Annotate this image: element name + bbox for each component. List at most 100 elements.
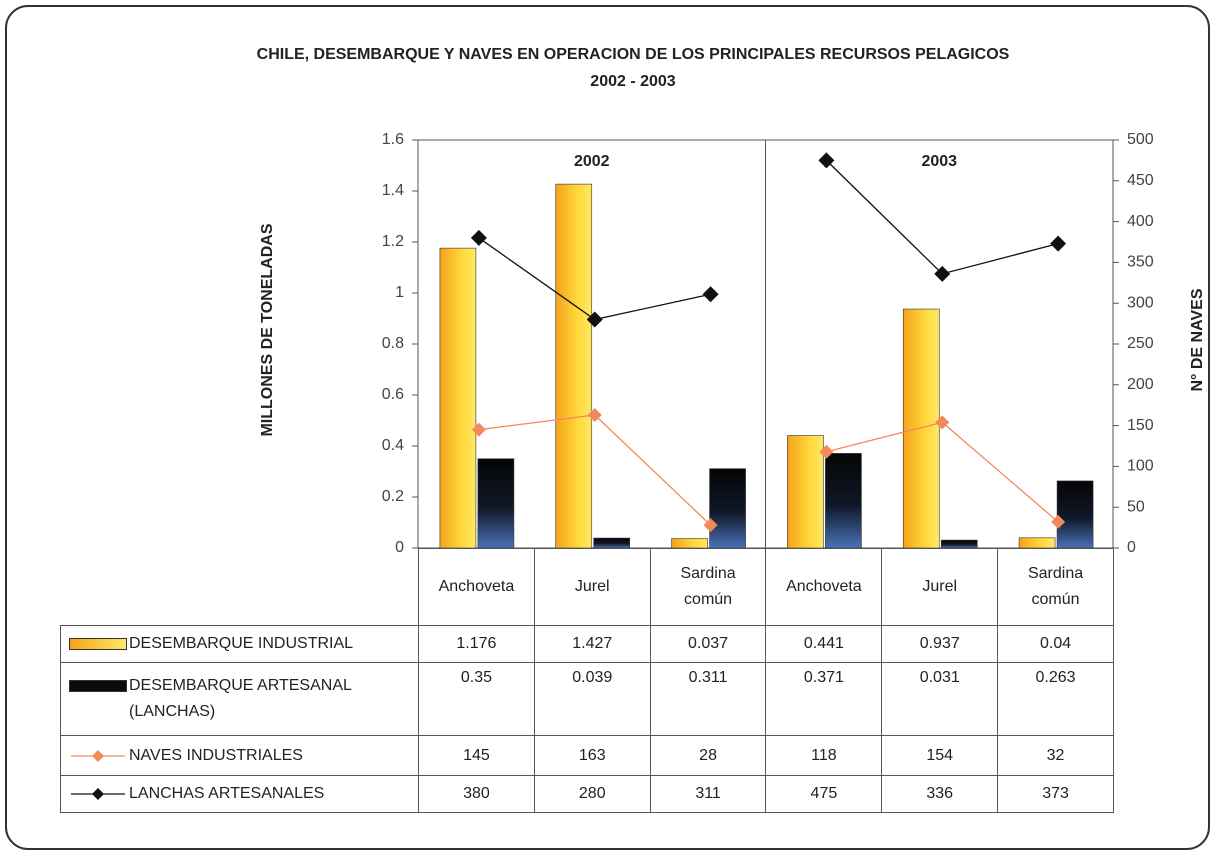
table-cell: 0.371 <box>765 662 883 736</box>
table-cell: 0.039 <box>533 662 651 736</box>
marker <box>818 152 835 169</box>
row-label: DESEMBARQUE INDUSTRIAL <box>60 625 419 663</box>
y2-tick-label: 300 <box>1127 294 1154 311</box>
legend-label: NAVES INDUSTRIALES <box>129 746 303 764</box>
legend-swatch <box>69 743 127 769</box>
marker <box>471 422 486 437</box>
bar <box>902 308 940 549</box>
y-tick-label: 1.2 <box>382 233 404 250</box>
legend-entry: LANCHAS ARTESANALES <box>69 781 418 807</box>
legend-entry: DESEMBARQUE INDUSTRIAL <box>69 631 418 657</box>
x-tick-label: Anchoveta <box>418 548 535 626</box>
table-cell: 0.35 <box>418 662 535 736</box>
data-table: Anchoveta Jurel Sardina común Anchoveta Jure… <box>60 548 1114 813</box>
line <box>825 159 1059 275</box>
y-axis-title: MILLONES DE TONELADAS <box>259 223 276 436</box>
y2-tick-label: 150 <box>1127 417 1154 434</box>
legend-swatch <box>69 781 127 807</box>
table-cell: 0.441 <box>765 625 883 663</box>
legend-label: LANCHAS ARTESANALES <box>129 785 325 802</box>
table-cell: 0.04 <box>997 625 1114 663</box>
table-cell: 0.937 <box>881 625 999 663</box>
legend-line <box>71 788 125 800</box>
table-cell: 0.263 <box>997 662 1114 736</box>
y-tick-label: 0 <box>395 539 404 556</box>
x-tick-label: Anchoveta <box>765 548 883 626</box>
y-tick-label: 1.4 <box>382 182 404 199</box>
marker <box>702 286 719 303</box>
y2-tick-label: 500 <box>1127 131 1154 148</box>
table-cell: 475 <box>765 775 883 813</box>
legend-label: DESEMBARQUE INDUSTRIAL <box>129 635 354 652</box>
y-tick-label: 1 <box>395 284 404 301</box>
bar <box>671 538 708 549</box>
table-row: DESEMBARQUE ARTESANAL (LANCHAS) 0.35 0.039… <box>60 662 1114 736</box>
y2-tick-label: 400 <box>1127 213 1154 230</box>
marker <box>819 444 834 459</box>
table-row: LANCHAS ARTESANALES 380 280 311 475 336 373 <box>60 775 1114 813</box>
marker <box>470 229 487 246</box>
bar <box>787 435 824 549</box>
table-cell: 118 <box>765 735 883 776</box>
chart-title: CHILE, DESEMBARQUE Y NAVES EN OPERACION … <box>257 46 1010 63</box>
marker <box>703 518 718 533</box>
table-cell: 280 <box>533 775 651 813</box>
marker <box>1050 235 1067 252</box>
table-cell: 0.311 <box>649 662 767 736</box>
bar <box>709 468 746 549</box>
table-cell: 1.176 <box>418 625 535 663</box>
marker <box>934 265 951 282</box>
marker <box>587 407 602 422</box>
x-tick-label: Jurel <box>881 548 999 626</box>
y2-tick-label: 350 <box>1127 254 1154 271</box>
corner <box>61 549 419 626</box>
table-row: NAVES INDUSTRIALES 145 163 28 118 154 32 <box>60 735 1114 776</box>
legend-swatch <box>69 631 127 657</box>
table-cell: 154 <box>881 735 999 776</box>
bar <box>1056 480 1094 549</box>
legend-line <box>71 749 125 762</box>
table-cell: 373 <box>997 775 1114 813</box>
y-tick-label: 0.4 <box>382 437 404 454</box>
bar <box>477 458 515 549</box>
legend-swatch <box>69 673 127 699</box>
legend-label: DESEMBARQUE ARTESANAL (LANCHAS) <box>129 677 352 720</box>
legend-entry: NAVES INDUSTRIALES <box>69 743 418 769</box>
row-label: LANCHAS ARTESANALES <box>60 775 419 813</box>
y2-tick-label: 100 <box>1127 458 1154 475</box>
y-tick-label: 0.2 <box>382 488 404 505</box>
bar <box>825 453 862 549</box>
bar <box>940 539 978 549</box>
legend-entry: DESEMBARQUE ARTESANAL (LANCHAS) <box>69 673 418 725</box>
table-cell: 1.427 <box>533 625 651 663</box>
table-cell: 380 <box>418 775 535 813</box>
table-cell: 336 <box>881 775 999 813</box>
y-tick-label: 0.8 <box>382 335 404 352</box>
y-tick-label: 0.6 <box>382 386 404 403</box>
table-cell: 0.037 <box>649 625 767 663</box>
marker <box>586 311 603 328</box>
y2-tick-label: 250 <box>1127 335 1154 352</box>
header-row: Anchoveta Jurel Sardina común Anchoveta Jure… <box>61 548 1114 626</box>
table-cell: 163 <box>533 735 651 776</box>
table-cell: 0.031 <box>881 662 999 736</box>
table-cell: 32 <box>997 735 1114 776</box>
y2-tick-label: 0 <box>1127 539 1136 556</box>
y2-axis-title: N° DE NAVES <box>1189 288 1206 391</box>
marker <box>935 415 950 430</box>
frame <box>5 5 1210 850</box>
group-label: 2003 <box>921 153 957 170</box>
x-tick-label: Jurel <box>533 548 651 626</box>
row-label: NAVES INDUSTRIALES <box>60 735 419 776</box>
bar <box>555 183 593 549</box>
x-tick-label: Sardina común <box>997 548 1114 626</box>
bar <box>1018 537 1056 549</box>
bar <box>439 247 477 549</box>
table-row: DESEMBARQUE INDUSTRIAL 1.176 1.427 0.037 0.4… <box>60 625 1114 663</box>
bar <box>593 537 631 549</box>
table-cell: 28 <box>649 735 767 776</box>
y2-tick-label: 450 <box>1127 172 1154 189</box>
x-tick-label: Sardina común <box>649 548 767 626</box>
